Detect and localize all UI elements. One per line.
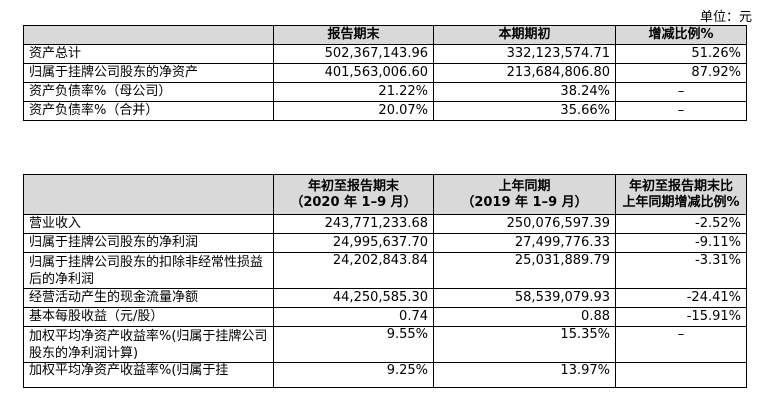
header-change-pct: 年初至报告期末比 上年同期增减比例% (615, 174, 747, 215)
cell-end: 502,367,143.96 (273, 44, 434, 64)
header-line: （2019 年 1–9 月） (461, 194, 588, 210)
row-label: 归属于挂牌公司股东的净资产 (23, 63, 274, 83)
cell-change: -24.41% (615, 288, 747, 308)
cell-change: -9.11% (615, 233, 747, 253)
cell-current: 9.25% (273, 362, 434, 388)
row-label: 基本每股收益（元/股） (23, 307, 274, 327)
table-row: 基本每股收益（元/股） 0.74 0.88 -15.91% (23, 307, 747, 327)
table-row: 资产负债率%（母公司） 21.22% 38.24% – (23, 82, 747, 102)
cell-change (615, 362, 747, 388)
cell-change: – (615, 101, 747, 121)
header-period-end: 报告期末 (273, 25, 434, 45)
header-line: 年初至报告期末 (307, 178, 399, 194)
cell-prior: 250,076,597.39 (433, 214, 616, 234)
table-row: 经营活动产生的现金流量净额 44,250,585.30 58,539,079.9… (23, 288, 747, 308)
header-change-pct: 增减比例% (615, 25, 747, 45)
table-row: 营业收入 243,771,233.68 250,076,597.39 -2.52… (23, 214, 747, 234)
cell-prior: 58,539,079.93 (433, 288, 616, 308)
header-line: 上年同期 (498, 178, 551, 194)
cell-prior: 0.88 (433, 307, 616, 327)
row-label: 资产负债率%（母公司） (23, 82, 274, 102)
row-label: 资产负债率%（合并） (23, 101, 274, 121)
cell-change: 87.92% (615, 63, 747, 83)
row-label: 资产总计 (23, 44, 274, 64)
table-header-row: 报告期末 本期期初 增减比例% (23, 25, 747, 45)
header-line: 年初至报告期末比 (628, 178, 733, 194)
cell-prior: 25,031,889.79 (433, 252, 616, 289)
cell-current: 24,995,637.70 (273, 233, 434, 253)
header-current-period: 年初至报告期末 （2020 年 1–9 月） (273, 174, 434, 215)
table-row: 加权平均净资产收益率%(归属于挂牌公司股东的净利润计算) 9.55% 15.35… (23, 326, 747, 363)
cell-current: 24,202,843.84 (273, 252, 434, 289)
row-label: 归属于挂牌公司股东的扣除非经常性损益后的净利润 (23, 252, 274, 289)
table-row: 资产负债率%（合并） 20.07% 35.66% – (23, 101, 747, 121)
row-label: 加权平均净资产收益率%(归属于挂 (23, 362, 274, 388)
cell-change: -2.52% (615, 214, 747, 234)
table-row: 资产总计 502,367,143.96 332,123,574.71 51.26… (23, 44, 747, 64)
table-row: 归属于挂牌公司股东的净资产 401,563,006.60 213,684,806… (23, 63, 747, 83)
row-label: 归属于挂牌公司股东的净利润 (23, 233, 274, 253)
cell-current: 243,771,233.68 (273, 214, 434, 234)
cell-end: 401,563,006.60 (273, 63, 434, 83)
cell-end: 20.07% (273, 101, 434, 121)
cell-prior: 13.97% (433, 362, 616, 388)
cell-begin: 38.24% (433, 82, 616, 102)
table-row: 归属于挂牌公司股东的扣除非经常性损益后的净利润 24,202,843.84 25… (23, 252, 747, 289)
cell-current: 44,250,585.30 (273, 288, 434, 308)
row-label: 营业收入 (23, 214, 274, 234)
unit-label: 单位：元 (699, 10, 752, 25)
table-header-row: 年初至报告期末 （2020 年 1–9 月） 上年同期 （2019 年 1–9 … (23, 174, 747, 215)
row-label: 加权平均净资产收益率%(归属于挂牌公司股东的净利润计算) (23, 326, 274, 363)
header-blank (23, 25, 274, 45)
header-period-begin: 本期期初 (433, 25, 616, 45)
cell-prior: 27,499,776.33 (433, 233, 616, 253)
cell-change: – (615, 326, 747, 363)
cell-prior: 15.35% (433, 326, 616, 363)
cell-current: 9.55% (273, 326, 434, 363)
cell-current: 0.74 (273, 307, 434, 327)
cell-change: -15.91% (615, 307, 747, 327)
cell-begin: 213,684,806.80 (433, 63, 616, 83)
header-prior-period: 上年同期 （2019 年 1–9 月） (433, 174, 616, 215)
header-line: 上年同期增减比例% (622, 194, 740, 210)
cell-change: 51.26% (615, 44, 747, 64)
cell-begin: 35.66% (433, 101, 616, 121)
header-line: （2020 年 1–9 月） (290, 194, 417, 210)
header-blank (23, 174, 274, 215)
cell-change: -3.31% (615, 252, 747, 289)
cell-end: 21.22% (273, 82, 434, 102)
income-table: 年初至报告期末 （2020 年 1–9 月） 上年同期 （2019 年 1–9 … (23, 174, 747, 388)
balance-sheet-table: 报告期末 本期期初 增减比例% 资产总计 502,367,143.96 332,… (23, 25, 747, 121)
cell-change: – (615, 82, 747, 102)
row-label: 经营活动产生的现金流量净额 (23, 288, 274, 308)
table-row: 归属于挂牌公司股东的净利润 24,995,637.70 27,499,776.3… (23, 233, 747, 253)
table-row: 加权平均净资产收益率%(归属于挂 9.25% 13.97% (23, 362, 747, 388)
cell-begin: 332,123,574.71 (433, 44, 616, 64)
